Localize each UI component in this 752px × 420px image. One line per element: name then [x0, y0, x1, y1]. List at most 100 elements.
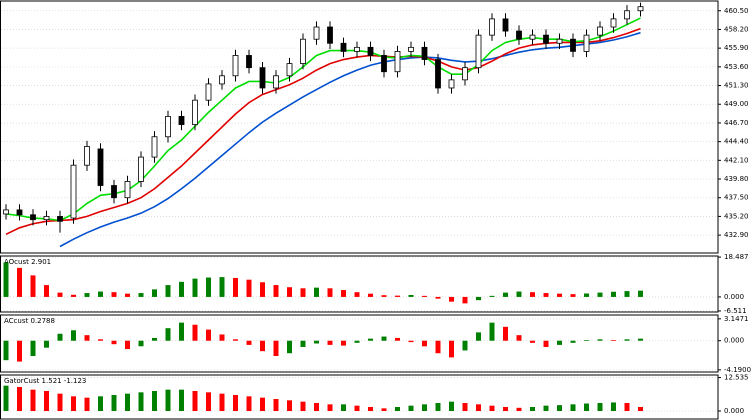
histogram-bar	[3, 262, 9, 297]
histogram-bar	[246, 279, 252, 297]
y-tick-label: 439.80	[724, 175, 749, 183]
histogram-bar	[3, 340, 9, 361]
y-tick-label: 12.535	[724, 374, 749, 382]
y-tick-label: -6.511	[724, 307, 747, 315]
histogram-bar	[584, 293, 589, 297]
histogram-bar	[17, 340, 22, 362]
histogram-bar	[368, 407, 373, 411]
histogram-bar	[260, 340, 265, 352]
candle-body	[70, 164, 77, 219]
candle-body	[219, 75, 225, 85]
panel-label: AOcust 2.901	[4, 258, 51, 266]
y-tick-label: 458.20	[724, 25, 749, 33]
histogram-bar	[246, 340, 252, 345]
histogram-bar	[219, 277, 225, 297]
candle-body	[178, 116, 185, 125]
histogram-bar	[476, 404, 481, 411]
histogram-bar	[125, 340, 130, 350]
histogram-bar	[516, 291, 522, 297]
y-tick-label: 0.000	[724, 293, 744, 301]
histogram-bar	[327, 340, 333, 345]
y-tick-label: 451.30	[724, 82, 749, 90]
candle-body	[111, 185, 117, 199]
histogram-bar	[368, 293, 373, 297]
candle-body	[313, 26, 320, 40]
candle-body	[327, 26, 333, 44]
histogram-bar	[165, 389, 171, 411]
candle-body	[583, 34, 590, 52]
histogram-bar	[287, 400, 292, 411]
histogram-bar	[341, 290, 346, 297]
candle-body	[610, 18, 617, 28]
histogram-bar	[354, 405, 360, 411]
histogram-bar	[192, 391, 198, 411]
histogram-bar	[570, 404, 576, 411]
histogram-bar	[462, 403, 468, 411]
histogram-bar	[57, 292, 63, 297]
candle-body	[462, 67, 468, 81]
candle-body	[354, 46, 360, 52]
y-tick-label: 444.40	[724, 138, 749, 146]
candle-body	[394, 51, 401, 73]
histogram-bar	[557, 293, 562, 297]
histogram-bar	[624, 291, 630, 297]
candle-body	[300, 38, 306, 64]
candle-body	[151, 136, 158, 158]
histogram-bar	[489, 295, 495, 297]
histogram-bar	[206, 329, 211, 341]
histogram-bar	[354, 292, 360, 297]
y-tick-label: 0.000	[724, 337, 744, 345]
candle-body	[286, 63, 293, 77]
histogram-bar	[327, 288, 333, 297]
histogram-bar	[273, 285, 279, 297]
histogram-bar	[611, 340, 616, 341]
histogram-bar	[530, 340, 535, 343]
histogram-bar	[543, 340, 549, 347]
histogram-bar	[84, 397, 90, 411]
candle-body	[556, 38, 563, 44]
candle-body	[529, 34, 536, 40]
candle-body	[84, 146, 90, 166]
histogram-bar	[152, 391, 157, 411]
histogram-bar	[408, 294, 414, 297]
histogram-bar	[273, 399, 279, 411]
histogram-bar	[449, 340, 454, 358]
histogram-bar	[44, 340, 49, 348]
candle-body	[543, 34, 549, 44]
histogram-bar	[489, 405, 495, 411]
indicator-line	[5, 27, 641, 236]
histogram-bar	[165, 285, 171, 297]
histogram-bar	[570, 340, 576, 343]
y-tick-label: 18.487	[724, 253, 749, 261]
candle-body	[475, 34, 482, 69]
histogram-bar	[314, 403, 319, 411]
candle-body	[205, 83, 212, 101]
histogram-bar	[611, 402, 616, 411]
histogram-bar	[341, 340, 346, 346]
histogram-bar	[300, 401, 306, 411]
histogram-bar	[408, 340, 414, 343]
histogram-bar	[192, 278, 198, 297]
histogram-bar	[557, 405, 562, 411]
histogram-bar	[327, 404, 333, 411]
histogram-bar	[584, 403, 589, 411]
histogram-bar	[395, 407, 400, 411]
y-tick-label: 446.70	[724, 119, 749, 127]
histogram-bar	[125, 393, 130, 411]
histogram-bar	[57, 393, 63, 411]
histogram-bar	[111, 292, 117, 297]
histogram-bar	[381, 295, 387, 297]
candle-body	[381, 55, 387, 73]
candle-body	[30, 214, 36, 221]
histogram-bar	[422, 404, 427, 411]
histogram-bar	[287, 340, 292, 354]
candle-body	[421, 46, 428, 60]
y-tick-label: 435.20	[724, 212, 749, 220]
indicator-line	[59, 31, 641, 248]
candle-body	[3, 209, 9, 215]
y-tick-label: 437.50	[724, 194, 749, 202]
panel-frame	[0, 255, 719, 313]
histogram-bar	[368, 338, 373, 341]
candle-body	[624, 10, 630, 20]
histogram-bar	[624, 339, 630, 341]
